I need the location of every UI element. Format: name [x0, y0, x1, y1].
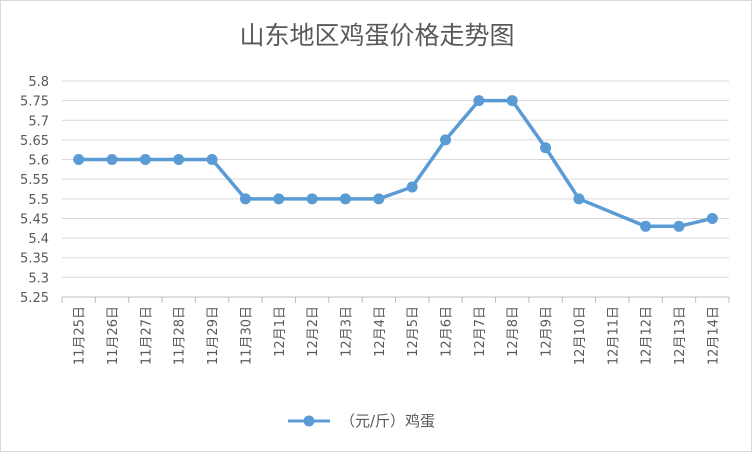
data-point: [440, 134, 452, 146]
x-tick-label: 11月27日: [139, 306, 154, 365]
series-line: [78, 98, 713, 229]
data-point: [273, 193, 285, 205]
x-tick-label: 11月26日: [106, 306, 121, 365]
x-tick-label: 12月5日: [406, 306, 421, 357]
data-point: [640, 220, 652, 232]
x-tick-label: 11月29日: [206, 306, 221, 365]
chart-title: 山东地区鸡蛋价格走势图: [239, 21, 514, 50]
y-tick-label: 5.55: [20, 173, 49, 188]
data-point: [406, 181, 418, 193]
data-point: [306, 193, 318, 205]
legend-label: （元/斤）鸡蛋: [340, 412, 435, 430]
legend-marker: [303, 415, 315, 427]
y-tick-label: 5.6: [28, 154, 49, 169]
x-tick-label: 12月6日: [440, 306, 455, 357]
y-tick-label: 5.5: [28, 193, 49, 208]
x-tick-label: 12月2日: [306, 306, 321, 357]
data-point: [673, 220, 685, 232]
y-tick-label: 5.35: [20, 252, 49, 267]
y-tick-label: 5.8: [28, 75, 49, 90]
series-layer: [73, 95, 718, 232]
x-tick-label: 11月25日: [73, 306, 88, 365]
y-axis-ticks: 5.8 5.75 5.7 5.65 5.6 5.55 5.5 5.45 5.4 5.35 5.3 5.…: [20, 75, 49, 306]
x-tick-label: 12月11日: [606, 306, 621, 365]
data-point: [106, 154, 118, 166]
data-point: [73, 154, 85, 166]
y-tick-label: 5.25: [20, 291, 49, 306]
x-tick-label: 12月8日: [506, 306, 521, 357]
legend: （元/斤）鸡蛋: [288, 412, 435, 430]
data-point: [139, 154, 151, 166]
y-tick-label: 5.4: [28, 232, 49, 247]
x-tick-label: 12月3日: [339, 306, 354, 357]
data-point: [173, 154, 185, 166]
x-axis: 11月25日 11月26日 11月27日 11月28日 11月29日 11月30日 12月1…: [61, 296, 730, 365]
data-point: [540, 142, 552, 154]
data-point: [373, 193, 385, 205]
y-tick-label: 5.7: [28, 114, 49, 129]
x-tick-label: 11月30日: [239, 306, 254, 365]
data-point: [206, 154, 218, 166]
x-tick-label: 12月10日: [573, 306, 588, 365]
y-tick-label: 5.45: [20, 212, 49, 227]
x-tick-label: 12月7日: [473, 306, 488, 357]
y-tick-label: 5.3: [28, 271, 49, 286]
data-point: [506, 95, 518, 107]
x-tick-label: 12月9日: [540, 306, 555, 357]
x-tick-label: 11月28日: [173, 306, 188, 365]
y-tick-label: 5.65: [20, 134, 49, 149]
x-tick-label: 12月4日: [373, 306, 388, 357]
x-tick-label: 12月1日: [273, 306, 288, 357]
data-point: [473, 95, 485, 107]
data-point: [239, 193, 251, 205]
data-point: [573, 193, 585, 205]
grid-lines: [62, 80, 729, 278]
data-point: [706, 212, 718, 224]
x-tick-label: 12月13日: [673, 306, 688, 365]
y-tick-label: 5.75: [20, 95, 49, 110]
data-point: [339, 193, 351, 205]
x-tick-label: 12月14日: [706, 306, 721, 365]
x-tick-label: 12月12日: [640, 306, 655, 365]
